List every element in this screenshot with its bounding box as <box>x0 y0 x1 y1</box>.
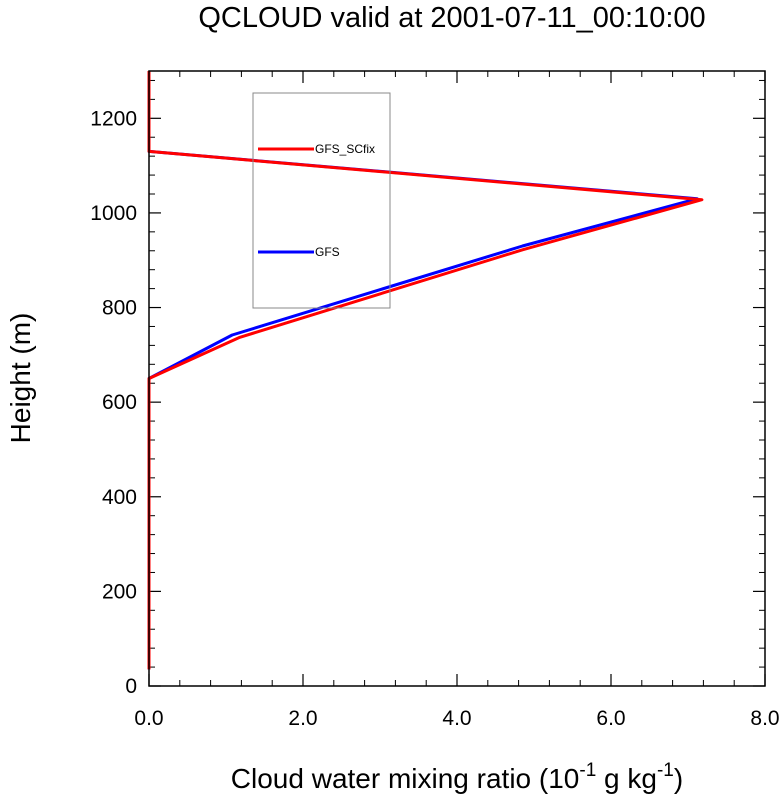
x-axis-title-sup2: -1 <box>657 760 674 781</box>
legend-label-gfs: GFS <box>315 245 340 259</box>
series-lines <box>147 71 704 670</box>
y-tick-label: 200 <box>102 580 137 603</box>
x-axis-title-suffix: ) <box>674 763 683 794</box>
axis-ticks <box>148 71 766 687</box>
legend-label-gfs-scfix: GFS_SCfix <box>315 142 375 156</box>
x-tick-label: 0.0 <box>134 707 163 730</box>
y-tick-label: 800 <box>102 297 137 320</box>
x-tick-label: 2.0 <box>288 707 317 730</box>
series-line-gfs <box>147 71 699 670</box>
series-line-gfs-scfix <box>147 71 704 670</box>
x-tick-label: 4.0 <box>442 707 471 730</box>
y-tick-label: 1000 <box>90 202 137 225</box>
x-axis-title-prefix: Cloud water mixing ratio (10 <box>231 763 580 794</box>
x-axis-title-sup1: -1 <box>579 760 596 781</box>
chart-title: QCLOUD valid at 2001-07-11_00:10:00 <box>198 2 705 34</box>
y-axis-title: Height (m) <box>5 313 36 444</box>
legend: GFS_SCfix GFS <box>252 92 391 309</box>
legend-box <box>252 92 391 309</box>
y-tick-label: 1200 <box>90 107 137 130</box>
y-tick-label: 0 <box>125 675 137 698</box>
plot-frame <box>148 70 766 687</box>
x-axis-title: Cloud water mixing ratio (10-1 g kg-1) <box>231 760 683 794</box>
x-tick-label: 6.0 <box>596 707 625 730</box>
x-axis-title-middle: g kg <box>596 763 657 794</box>
y-tick-label: 600 <box>102 391 137 414</box>
x-tick-label: 8.0 <box>750 707 779 730</box>
tick-labels: 0 200 400 600 800 1000 1200 0.0 2.0 4.0 6.0 8.0 <box>90 107 779 730</box>
y-tick-label: 400 <box>102 486 137 509</box>
